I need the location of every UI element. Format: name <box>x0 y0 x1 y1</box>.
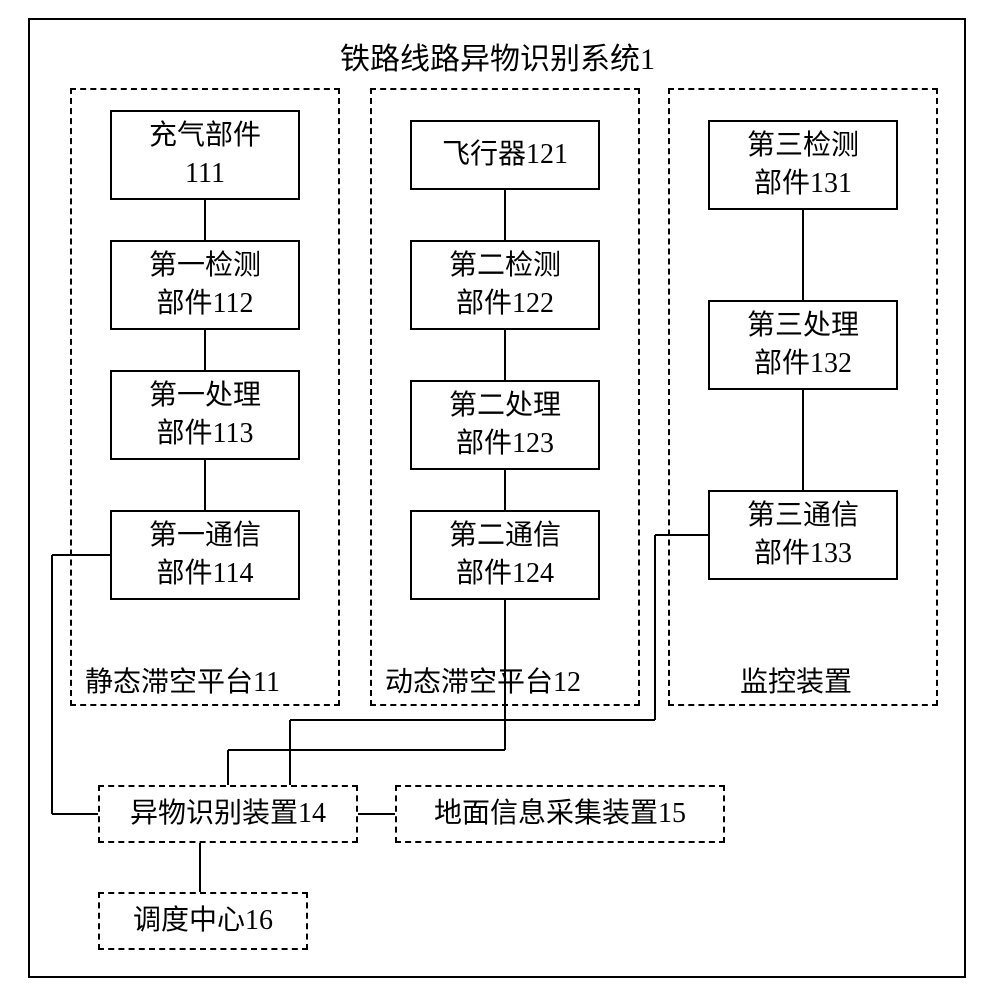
group-dispatch-center: 调度中心16 <box>98 892 308 950</box>
group-static-platform-label: 静态滞空平台11 <box>85 660 280 700</box>
group-ground-info-device-label: 地面信息采集装置15 <box>434 795 686 833</box>
node-inflation-component: 充气部件111 <box>110 110 300 200</box>
group-foreign-object-device: 异物识别装置14 <box>98 785 358 843</box>
node-first-comm: 第一通信部件114 <box>110 510 300 600</box>
group-ground-info-device: 地面信息采集装置15 <box>395 785 725 843</box>
group-foreign-object-device-label: 异物识别装置14 <box>130 795 326 833</box>
node-third-processing: 第三处理部件132 <box>708 300 898 390</box>
group-monitoring-device-label: 监控装置 <box>740 660 852 700</box>
group-dynamic-platform-label: 动态滞空平台12 <box>385 660 581 700</box>
group-dispatch-center-label: 调度中心16 <box>133 902 273 940</box>
node-second-comm: 第二通信部件124 <box>410 510 600 600</box>
node-first-detection: 第一检测部件112 <box>110 240 300 330</box>
node-third-comm: 第三通信部件133 <box>708 490 898 580</box>
node-third-detection: 第三检测部件131 <box>708 120 898 210</box>
node-second-detection: 第二检测部件122 <box>410 240 600 330</box>
node-second-processing: 第二处理部件123 <box>410 380 600 470</box>
diagram-canvas: 铁路线路异物识别系统1 静态滞空平台11 动态滞空平台12 监控装置 异物识别装… <box>0 0 993 1000</box>
system-title: 铁路线路异物识别系统1 <box>340 34 655 78</box>
node-first-processing: 第一处理部件113 <box>110 370 300 460</box>
node-aircraft: 飞行器121 <box>410 120 600 190</box>
